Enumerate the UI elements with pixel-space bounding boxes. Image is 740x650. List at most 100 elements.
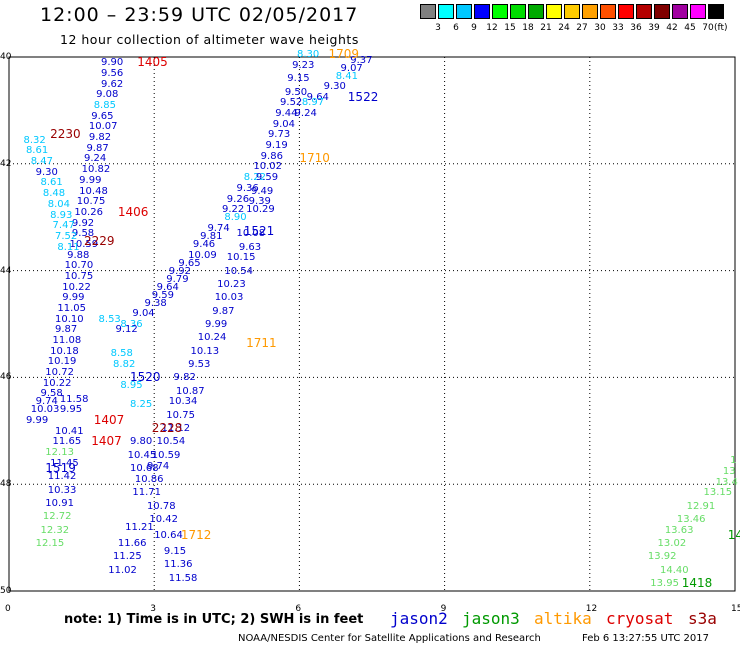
pass-time-label: 14 <box>727 527 740 542</box>
wave-height-label: 9.99 <box>25 415 49 427</box>
wave-height-label: 12.91 <box>686 500 716 512</box>
pass-time-label: 1407 <box>93 413 125 428</box>
wave-height-label: 10.07 <box>88 121 118 133</box>
wave-height-label: 11.45 <box>50 457 79 469</box>
wave-height-label: 8.90 <box>224 212 247 224</box>
wave-height-label: 8.58 <box>110 348 133 360</box>
color-scale-label: 27 <box>576 23 588 33</box>
wave-height-label: 11.66 <box>117 537 147 549</box>
pass-time-label: 2230 <box>50 127 81 142</box>
wave-height-label: 9.64 <box>306 92 329 104</box>
wave-height-label: 11.71 <box>132 487 162 499</box>
wave-height-label: 10.19 <box>47 356 77 368</box>
pass-time-label: 1712 <box>180 527 212 542</box>
wave-height-label: 10.33 <box>47 484 77 496</box>
wave-height-label: 9.99 <box>205 319 228 330</box>
color-scale-swatch <box>456 4 472 19</box>
wave-height-label: 9.64 <box>156 281 179 293</box>
wave-height-label: 11.05 <box>57 302 87 314</box>
wave-height-label: 9.50 <box>284 86 308 98</box>
pass-time-label: 1405 <box>137 55 168 70</box>
wave-height-label: 8.61 <box>25 145 49 157</box>
y-tick-label: 44 <box>0 265 12 276</box>
wave-height-label: 9.04 <box>272 118 296 130</box>
pass-time-label: 1709 <box>328 47 359 62</box>
wave-height-label: 11.36 <box>163 559 193 571</box>
wave-height-label: 10.42 <box>149 513 178 525</box>
wave-height-label: 9.86 <box>260 150 283 162</box>
page-title: 12:00 – 23:59 UTC 02/05/2017 <box>40 4 359 26</box>
wave-height-label: 9.58 <box>71 228 95 240</box>
wave-height-label: 10.54 <box>156 436 186 448</box>
wave-height-label: 9.30 <box>35 166 58 178</box>
wave-height-label: 8.47 <box>30 156 54 168</box>
wave-height-label: 10.41 <box>54 425 84 437</box>
wave-height-label: 8.04 <box>47 198 70 210</box>
wave-height-label: 13.15 <box>703 487 733 499</box>
wave-height-label: 10.75 <box>166 409 195 421</box>
satellite-legend-cryosat: cryosat <box>606 609 674 628</box>
y-tick-label: 48 <box>0 479 12 490</box>
wave-height-label: 9.38 <box>144 297 167 309</box>
color-scale-swatch <box>636 4 652 19</box>
pass-time-label: 1521 <box>243 223 275 238</box>
wave-height-label: 8.85 <box>93 100 116 112</box>
pass-time-label: 1406 <box>117 204 149 219</box>
wave-height-label: 9.87 <box>54 324 78 336</box>
wave-height-label: 9.87 <box>212 305 235 317</box>
wave-height-label: 9.12 <box>115 324 138 336</box>
color-scale-label: 24 <box>558 23 570 33</box>
wave-height-label: 10.75 <box>76 196 106 208</box>
y-tick-label: 50 <box>0 586 12 596</box>
footer-credit: NOAA/NESDIS Center for Satellite Applica… <box>238 633 541 644</box>
color-scale-swatch <box>510 4 526 19</box>
wave-height-label: 9.65 <box>178 257 201 269</box>
wave-height-label: 7.52 <box>54 230 78 242</box>
color-scale-label: 12 <box>486 23 498 33</box>
wave-height-label: 10.48 <box>79 185 108 197</box>
wave-height-label: 9.58 <box>40 388 63 400</box>
wave-height-label: 9.30 <box>323 81 346 93</box>
wave-height-label: 10.34 <box>168 396 198 408</box>
wave-height-label: 11.42 <box>47 471 77 483</box>
wave-height-label: 10.29 <box>246 204 275 216</box>
wave-height-label: 9.81 <box>200 230 223 242</box>
wave-height-label: 9.26 <box>226 193 250 205</box>
wave-height-label: 10.03 <box>30 404 60 416</box>
color-scale-swatch <box>420 4 436 19</box>
wave-height-label: 9.87 <box>86 142 109 154</box>
wave-height-label: 11.02 <box>108 564 137 576</box>
satellite-legend-s3a: s3a <box>688 609 717 628</box>
wave-height-label: 9.92 <box>71 217 95 229</box>
wave-height-label: 10.18 <box>50 345 79 357</box>
wave-height-label: 8.97 <box>301 97 325 109</box>
x-tick-label: 12 <box>585 604 598 614</box>
wave-height-label: 9.15 <box>163 545 187 557</box>
wave-height-label: 10.24 <box>197 332 227 344</box>
wave-height-label: 9.62 <box>100 78 124 90</box>
wave-height-label: 10.10 <box>54 313 84 325</box>
wave-height-label: 8.61 <box>40 177 63 189</box>
wave-height-label: 9.46 <box>192 238 216 250</box>
x-tick-label: 15 <box>731 604 740 614</box>
wave-height-label: 10.45 <box>127 449 157 461</box>
color-scale-label: 39 <box>648 23 660 33</box>
wave-height-label: 11.58 <box>168 572 198 584</box>
wave-height-label: 11.12 <box>161 423 191 435</box>
wave-height-label: 8.48 <box>42 188 66 200</box>
wave-height-label: 9.44 <box>275 108 298 120</box>
satellite-legend-altika: altika <box>534 609 592 628</box>
map-frame <box>8 56 736 592</box>
wave-height-label: 9.49 <box>251 185 274 197</box>
page-subtitle: 12 hour collection of altimeter wave hei… <box>60 32 359 47</box>
x-tick-label: 6 <box>295 604 302 614</box>
wave-height-label: 9.59 <box>151 289 175 301</box>
wave-height-label: 10.54 <box>224 265 254 277</box>
wave-height-label: 9.37 <box>350 54 373 66</box>
wave-height-label: 9.88 <box>67 249 90 261</box>
color-scale-unit: (ft) <box>714 23 728 33</box>
wave-height-label: 9.63 <box>238 241 262 253</box>
wave-height-label: 9.08 <box>96 89 119 101</box>
x-tick-label: 3 <box>150 604 156 614</box>
y-tick-label: 40 <box>0 52 12 62</box>
